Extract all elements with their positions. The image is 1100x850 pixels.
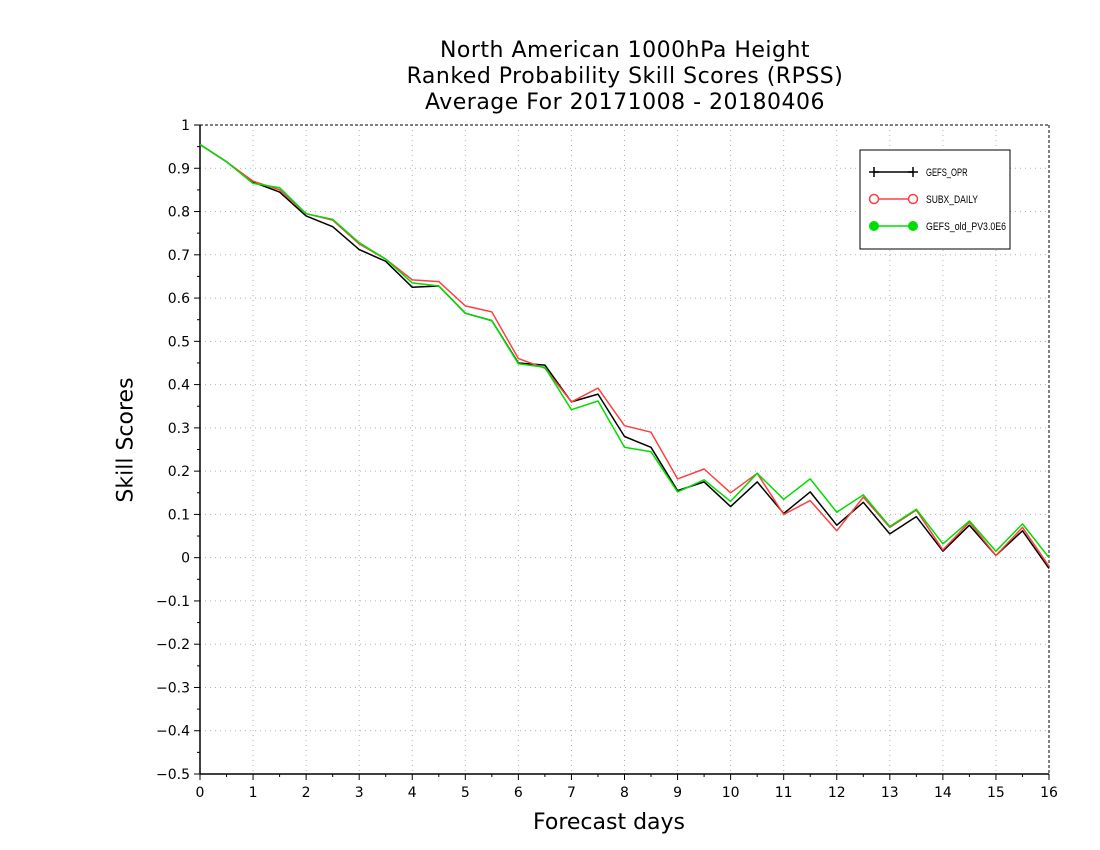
y-tick-label: −0.3 — [156, 680, 190, 696]
legend-label-subx-daily: SUBX_DAILY — [926, 194, 979, 206]
x-tick-label: 5 — [461, 785, 470, 801]
legend-label-gefs-old-pv3-0e6: GEFS_old_PV3.0E6 — [926, 221, 1006, 233]
x-tick-label: 4 — [408, 785, 417, 801]
series-line-gefs-old-pv3-0e6 — [199, 143, 1050, 559]
chart-title-line-2: Ranked Probability Skill Scores (RPSS) — [406, 64, 844, 89]
y-tick-label: 0 — [181, 551, 190, 567]
legend-label-gefs-opr: GEFS_OPR — [926, 167, 968, 179]
y-tick-label: 0.6 — [168, 291, 190, 307]
x-tick-label: 1 — [249, 785, 258, 801]
chart-title-line-3: Average For 20171008 - 20180406 — [424, 90, 826, 115]
grid — [200, 125, 1049, 774]
legend: GEFS_OPR SUBX_DAILY GEFS_old_PV3.0E6 — [859, 149, 1011, 250]
series-lines — [199, 143, 1050, 569]
y-tick-label: 0.7 — [168, 248, 190, 264]
x-tick-label: 15 — [987, 785, 1005, 801]
x-tick-label: 0 — [196, 785, 205, 801]
y-tick-label: −0.4 — [156, 724, 190, 740]
x-tick-label: 2 — [302, 785, 311, 801]
x-tick-label: 10 — [722, 785, 740, 801]
series-line-gefs-opr — [199, 143, 1050, 569]
y-tick-label: −0.2 — [156, 637, 190, 653]
x-axis-label: Forecast days — [533, 810, 686, 835]
y-tick-label: 0.9 — [168, 161, 190, 177]
x-tick-label: 8 — [620, 785, 629, 801]
x-tick-label: 7 — [567, 785, 576, 801]
y-tick-label: 0.1 — [168, 507, 190, 523]
legend-marker-open-circle — [907, 193, 919, 205]
y-tick-label: 0.3 — [168, 421, 190, 437]
x-tick-label: 12 — [828, 785, 846, 801]
y-tick-label: 0.2 — [168, 464, 190, 480]
legend-marker-filled-circle — [908, 221, 918, 231]
legend-marker-open-circle — [868, 193, 880, 205]
x-tick-label: 16 — [1040, 785, 1058, 801]
y-tick-label: 0.5 — [168, 334, 190, 350]
x-tick-label: 11 — [775, 785, 793, 801]
x-tick-label: 14 — [934, 785, 952, 801]
x-tick-label: 13 — [881, 785, 899, 801]
x-tick-label: 3 — [355, 785, 364, 801]
y-tick-label: 0.4 — [168, 378, 190, 394]
legend-marker-filled-circle — [869, 221, 879, 231]
y-tick-label: −0.5 — [156, 767, 190, 783]
x-tick-label: 6 — [514, 785, 523, 801]
y-tick-label: 0.8 — [168, 205, 190, 221]
series-line-subx-daily — [199, 143, 1050, 567]
y-tick-label: −0.1 — [156, 594, 190, 610]
axes: 0 1 2 3 4 5 6 7 8 9 10 11 12 13 14 15 16−0.5−0.4−0.3−0.2… — [156, 118, 1058, 801]
y-tick-label: 1 — [181, 118, 190, 134]
chart-title-line-1: North American 1000hPa Height — [439, 38, 811, 63]
y-axis-label: Skill Scores — [113, 377, 139, 503]
x-tick-label: 9 — [673, 785, 682, 801]
